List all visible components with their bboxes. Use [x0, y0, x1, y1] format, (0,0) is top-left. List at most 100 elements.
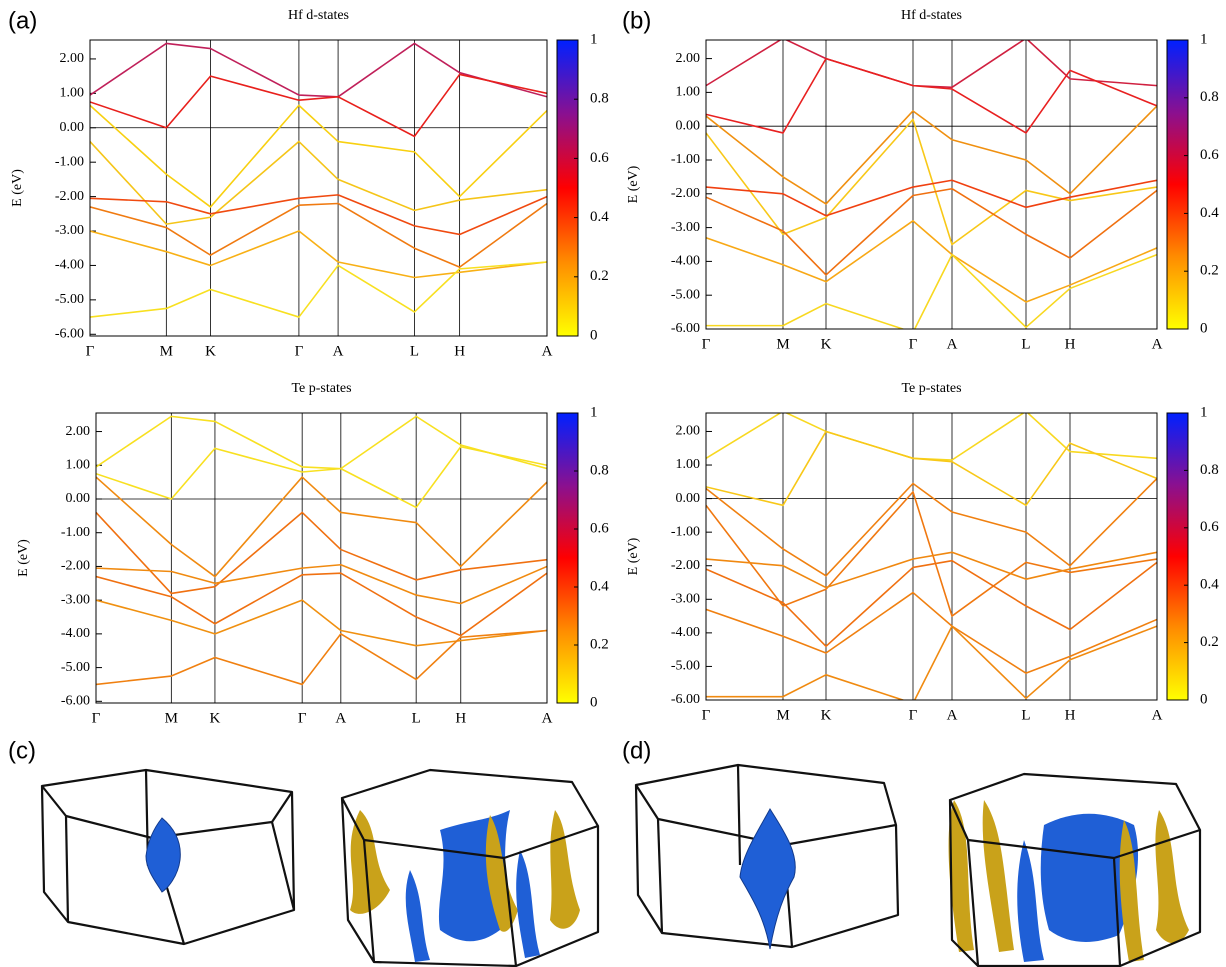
plot-frame [705, 39, 1158, 330]
x-tick-label: H [454, 343, 465, 359]
x-tick-label: A [1152, 336, 1163, 352]
band-line [90, 261, 547, 318]
band-line [96, 511, 547, 595]
band-line [90, 42, 547, 98]
colorbar-tick-label: 0.4 [590, 209, 609, 225]
y-tick-label: -5.00 [55, 292, 84, 307]
y-tick-label: 1.00 [676, 457, 701, 472]
y-tick-label: -4.00 [671, 625, 700, 640]
colorbar [556, 412, 579, 704]
y-tick-label: 0.00 [676, 118, 701, 133]
x-tick-label: A [542, 343, 553, 359]
panel-label: (d) [622, 737, 651, 764]
colorbar-tick-label: 1 [1200, 31, 1208, 47]
y-tick-label: -3.00 [671, 220, 700, 235]
x-tick-label: A [1152, 707, 1163, 723]
colorbar-tick-label: 1 [590, 404, 598, 420]
band-line [96, 599, 547, 647]
band-line [706, 477, 1157, 577]
y-tick-label: -4.00 [671, 254, 700, 269]
x-tick-label: H [1065, 707, 1076, 723]
band-line [96, 445, 547, 509]
colorbar [1166, 39, 1189, 330]
y-axis-label: E (eV) [626, 165, 641, 203]
x-tick-label: A [333, 343, 344, 359]
colorbar-tick-label: 0 [1200, 691, 1208, 707]
x-tick-label: L [1021, 707, 1030, 723]
y-axis-label: E (eV) [626, 537, 641, 575]
band-line [96, 572, 547, 637]
y-tick-label: 2.00 [60, 51, 85, 66]
x-tick-label: M [776, 707, 789, 723]
y-tick-label: -6.00 [55, 326, 84, 341]
y-tick-label: -2.00 [671, 558, 700, 573]
y-tick-label: 2.00 [66, 424, 91, 439]
colorbar-tick-label: 1 [590, 31, 598, 47]
x-tick-label: H [455, 710, 466, 726]
x-tick-label: A [335, 710, 346, 726]
band-line [706, 118, 1157, 246]
band-line [706, 253, 1157, 329]
x-tick-label: Γ [702, 707, 711, 723]
x-tick-label: Γ [702, 336, 711, 352]
x-tick-label: A [542, 710, 553, 726]
colorbar-tick-label: 0.8 [590, 91, 609, 107]
colorbar-tick-label: 0.6 [1200, 147, 1219, 163]
x-tick-label: M [160, 343, 173, 359]
plot-frame [705, 412, 1158, 701]
x-tick-label: M [165, 710, 178, 726]
x-tick-label: Γ [909, 707, 918, 723]
x-tick-label: Γ [909, 336, 918, 352]
colorbar-tick-label: 0.2 [590, 268, 609, 284]
band-line [706, 187, 1157, 276]
band-line [706, 57, 1157, 134]
y-tick-label: 0.00 [66, 491, 91, 506]
band-line [90, 202, 547, 268]
x-tick-label: Γ [298, 710, 307, 726]
y-tick-label: -6.00 [61, 694, 90, 709]
y-tick-label: -5.00 [671, 659, 700, 674]
chart-title: Hf d-states [288, 8, 349, 23]
y-tick-label: 1.00 [60, 86, 85, 101]
fermi-surface [634, 763, 900, 950]
colorbar-tick-label: 0.4 [590, 578, 609, 594]
x-tick-label: K [210, 710, 221, 726]
chart-title: Hf d-states [901, 8, 962, 23]
panel-label: (c) [8, 737, 36, 764]
colorbar-tick-label: 1 [1200, 404, 1208, 420]
colorbar-tick-label: 0.2 [1200, 263, 1219, 279]
y-tick-label: 2.00 [676, 424, 701, 439]
y-tick-label: -1.00 [55, 154, 84, 169]
chart-title: Te p-states [901, 381, 961, 396]
x-tick-label: K [205, 343, 216, 359]
colorbar [556, 39, 579, 337]
plot-frame [89, 39, 548, 337]
band-plot: Hf d-states E (eV) 2.00 1.00 0.00 -1.00 -2.00 -… [10, 8, 609, 359]
colorbar-tick-label: 0 [590, 327, 598, 343]
y-tick-label: 1.00 [66, 457, 91, 472]
x-tick-label: Γ [295, 343, 304, 359]
y-tick-label: -5.00 [671, 287, 700, 302]
colorbar-tick-label: 0 [1200, 320, 1208, 336]
colorbar-tick-label: 0.6 [1200, 519, 1219, 535]
band-line [90, 140, 547, 225]
band-line [706, 430, 1157, 507]
y-tick-label: 1.00 [676, 85, 701, 100]
band-plot: Te p-states E (eV) 2.00 1.00 0.00 -1.00 -2.00 -… [16, 381, 609, 726]
x-tick-label: H [1065, 336, 1076, 352]
panel-label: (b) [622, 7, 651, 34]
y-tick-label: -5.00 [61, 660, 90, 675]
y-axis-label: E (eV) [10, 169, 25, 207]
x-tick-label: K [821, 336, 832, 352]
band-line [706, 179, 1157, 217]
y-tick-label: 2.00 [676, 51, 701, 66]
band-line [706, 551, 1157, 589]
colorbar-tick-label: 0.6 [590, 520, 609, 536]
y-tick-label: 0.00 [676, 491, 701, 506]
band-line [706, 591, 1157, 674]
band-line [90, 230, 547, 279]
y-tick-label: 0.00 [60, 120, 85, 135]
x-tick-label: L [1021, 336, 1030, 352]
band-line [706, 491, 1157, 617]
